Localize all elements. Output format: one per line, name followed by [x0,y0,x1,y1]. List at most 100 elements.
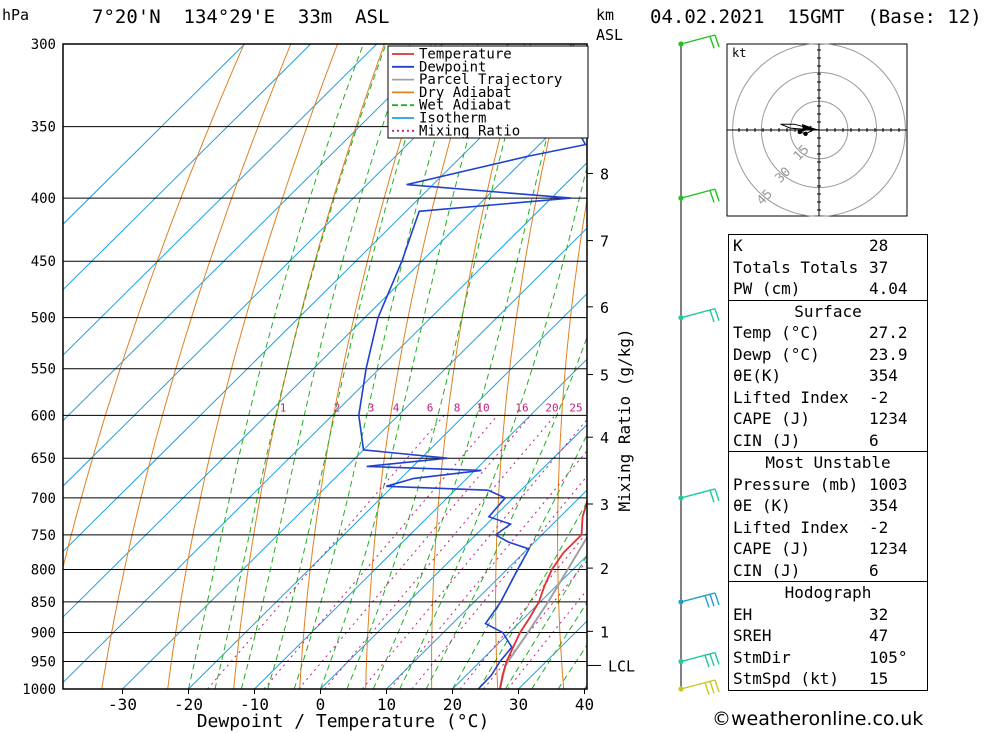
parcel-trajectory-line [499,535,587,689]
surface-value: -2 [869,387,889,407]
mixing-ratio-line [324,414,556,689]
surface-value: 354 [869,366,898,385]
surface-row: Dewp (°C) 23.9 [729,344,927,366]
pressure-tick-label: 600 [31,408,56,424]
mixing-ratio-label: 1 [280,401,287,414]
pressure-tick-label: 500 [31,311,56,327]
hodograph-value: 15 [869,669,889,688]
dry-adiabat-line [233,44,385,689]
isotherm-line [63,162,587,684]
pressure-tick-label: 300 [31,37,56,53]
most-unstable-label: Lifted Index [733,517,849,537]
wind-barb-flag [709,309,715,323]
wet-adiabat-line [425,335,587,689]
km-unit-label: km [596,6,614,24]
hodograph-label: EH [733,604,753,624]
surface-label: θE(K) [733,366,782,385]
hodograph-row: EH 32 [729,604,927,626]
x-tick-label: 20 [443,695,462,714]
most-unstable-value: 354 [869,496,898,515]
mixing-ratio-label: 4 [393,401,400,414]
index-value: 4.04 [869,279,908,298]
most-unstable-value: -2 [869,517,889,537]
x-tick-label: -30 [108,695,137,714]
km-tick-label: 5 [600,367,609,385]
wind-barb-flag [709,594,715,607]
km-tick-label: 3 [600,496,609,514]
mixing-ratio-label: 10 [476,401,489,414]
location-title: 7°20'N 134°29'E 33m ASL [92,6,390,28]
x-tick-label: -20 [174,695,203,714]
most-unstable-value: 1234 [869,539,908,558]
pressure-tick-label: 850 [31,595,56,611]
mixing-ratio-axis-label: Mixing Ratio (g/kg) [615,328,634,511]
pressure-tick-label: 700 [31,491,56,507]
legend-label: Isotherm [419,111,486,127]
surface-value: 27.2 [869,323,908,342]
surface-value: 23.9 [869,344,908,364]
wind-barb-shaft [680,488,716,499]
wind-barb-flag [704,654,710,668]
mixing-ratio-label: 6 [427,401,434,414]
legend-label: Dry Adiabat [419,85,512,101]
km-tick-label: 8 [600,165,609,183]
wind-barb-flag [714,592,720,606]
x-tick-label: 10 [377,695,396,714]
x-tick-label: 30 [509,695,528,714]
pressure-tick-label: 950 [31,655,56,671]
surface-label: Temp (°C) [733,323,820,342]
wind-barb-flag [714,488,720,502]
wind-barb-flag [709,681,715,694]
index-label: Totals Totals [733,257,859,277]
most-unstable-value: 6 [869,560,879,580]
index-value: 28 [869,236,889,255]
isotherm-line [63,44,312,291]
surface-row: Temp (°C) 27.2 [729,322,927,344]
most-unstable-row: CIN (J) 6 [729,560,927,582]
km-tick-label: 1 [600,623,609,641]
hodograph-section-title: Hodograph [729,581,927,604]
lcl-label: LCL [608,657,635,675]
wind-barb-flag [714,34,720,48]
wind-barb-dot [678,658,684,665]
wind-barb [680,592,720,608]
temperature-line [499,499,587,689]
isotherm-line [254,358,587,689]
legend-label: Dewpoint [419,59,486,75]
wind-barb-flag [714,188,720,202]
plot-frame [62,43,588,690]
surface-row: CAPE (J) 1234 [729,408,927,430]
surface-label: Dewp (°C) [733,344,820,364]
mixing-ratio-line [361,418,587,689]
wind-barb [680,651,720,668]
wind-barb [680,679,720,695]
hodograph-point [803,131,808,137]
index-row: PW (cm) 4.04 [729,278,927,300]
surface-label: Lifted Index [733,387,849,407]
mixing-ratio-label: 20 [545,401,558,414]
most-unstable-row: CAPE (J) 1234 [729,538,927,560]
wind-barb-shaft [680,34,716,45]
index-row: Totals Totals 37 [729,257,927,279]
wind-barb-flag [709,653,715,667]
most-unstable-label: CIN (J) [733,560,801,580]
x-tick-label: 40 [575,695,594,714]
hodograph-label: SREH [733,626,772,645]
wind-barb-flag [704,595,710,608]
pressure-tick-label: 800 [31,562,56,578]
most-unstable-row: Pressure (mb) 1003 [729,474,927,496]
indices-table: K 28 Totals Totals 37 PW (cm) 4.04 Surface Te… [728,234,928,691]
pressure-tick-label: 900 [31,626,56,642]
isotherm-line [386,489,587,689]
wind-barb-flag [709,36,715,49]
surface-row: CIN (J) 6 [729,430,927,452]
wind-barb-shaft [680,307,716,319]
x-tick-label: 0 [316,695,326,714]
legend-label: Mixing Ratio [419,123,520,139]
index-label: K [733,236,743,255]
wind-barb-shaft [680,679,716,690]
isotherm-line [63,44,378,356]
wet-adiabat-line [267,44,437,689]
wind-barb-shaft [680,592,716,603]
